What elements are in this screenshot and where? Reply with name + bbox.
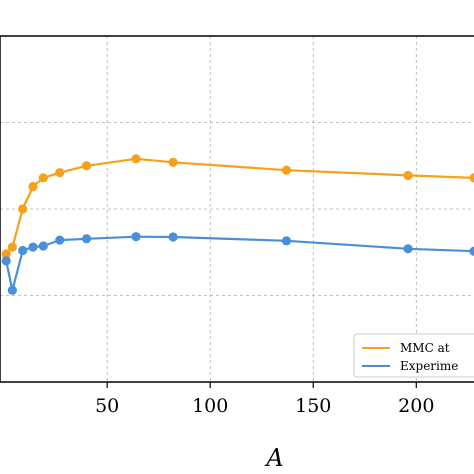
data-point <box>38 241 48 251</box>
data-point <box>55 168 65 178</box>
data-point <box>28 181 38 192</box>
data-point <box>469 246 474 256</box>
series-0 <box>1 154 474 259</box>
data-point <box>131 154 141 164</box>
data-point <box>81 234 92 244</box>
legend-label-series-0: MMC at <box>400 341 450 355</box>
x-tick-label-1: 100 <box>192 395 228 417</box>
x-tick-label-2: 150 <box>295 395 331 417</box>
legend-label-series-1: Experime <box>400 359 458 373</box>
data-point <box>281 165 292 175</box>
data-point <box>28 242 38 252</box>
data-point <box>81 161 92 171</box>
axes <box>0 35 474 383</box>
data-point <box>1 256 11 266</box>
x-tick-label-0: 50 <box>95 395 119 417</box>
data-point <box>469 173 474 183</box>
data-point <box>55 235 65 245</box>
x-tick-label-3: 200 <box>398 395 434 417</box>
data-point <box>281 236 292 246</box>
series-line-1 <box>5 235 474 292</box>
grid <box>0 36 474 382</box>
legend: MMC at Experime <box>353 333 474 378</box>
data-point <box>403 244 413 254</box>
x-ticks: 50 100 150 200 <box>95 382 434 417</box>
data-point <box>7 285 17 295</box>
data-point <box>18 245 28 256</box>
data-point <box>168 232 178 242</box>
data-point <box>131 232 141 242</box>
data-point <box>1 249 11 259</box>
data-point <box>403 170 413 181</box>
x-axis-label: A <box>264 444 283 472</box>
series-layer <box>1 154 474 295</box>
series-1 <box>1 232 474 295</box>
data-point <box>168 157 178 167</box>
series-line-0 <box>5 157 474 255</box>
data-point <box>7 242 17 252</box>
data-point <box>18 204 28 214</box>
data-point <box>38 173 48 183</box>
